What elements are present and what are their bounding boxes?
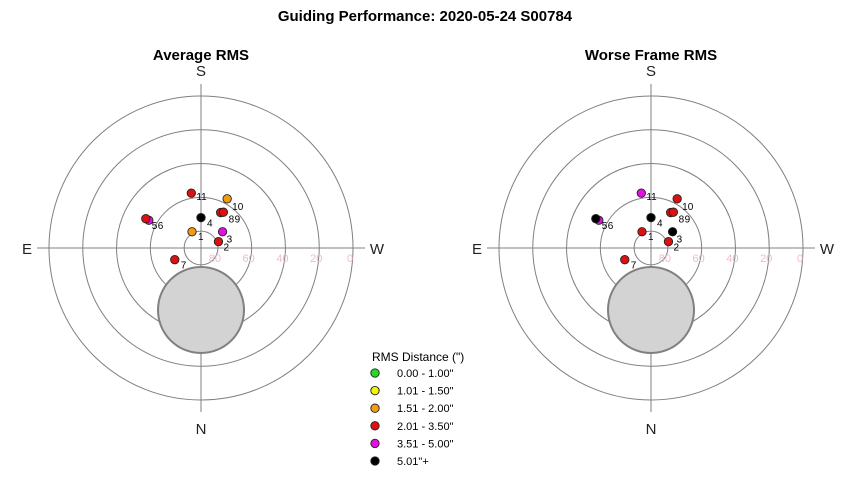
cardinal-label-left: E (472, 241, 482, 258)
point-label-9: 9 (235, 215, 241, 226)
point-label-7: 7 (181, 261, 187, 272)
data-point-4 (196, 212, 206, 223)
legend-swatch (370, 438, 380, 449)
point-label-4: 4 (207, 219, 213, 230)
legend-swatch (370, 403, 380, 413)
point-label-3: 3 (677, 235, 683, 246)
legend-swatch (370, 385, 380, 396)
point-label-1: 1 (198, 232, 204, 243)
radial-tick-label: 40 (276, 253, 288, 265)
point-label-11: 11 (646, 192, 657, 203)
legend-item-label: 0.00 - 1.00" (397, 368, 454, 380)
obstruction-disk (157, 266, 245, 354)
cardinal-label-top: S (646, 63, 656, 80)
point-label-8: 8 (229, 215, 235, 226)
data-point-4 (646, 212, 656, 223)
data-point-9 (218, 207, 229, 217)
radial-tick-label: 20 (760, 253, 772, 265)
point-label-3: 3 (227, 235, 233, 246)
point-label-5: 5 (152, 221, 158, 232)
point-label-2: 2 (673, 243, 679, 254)
legend-item-label: 5.01"+ (397, 456, 429, 468)
panel-title: Average RMS (153, 47, 249, 64)
cardinal-label-top: S (196, 63, 206, 80)
data-point-3 (667, 227, 678, 237)
radial-tick-label: 0 (347, 253, 353, 265)
radial-tick-label: 20 (310, 253, 322, 265)
data-point-2 (663, 236, 674, 247)
cardinal-label-bottom: N (646, 421, 657, 438)
point-label-4: 4 (657, 219, 663, 230)
data-point-3 (217, 227, 228, 237)
radial-tick-label: 0 (797, 253, 803, 265)
legend-item-label: 3.51 - 5.00" (397, 438, 454, 450)
point-label-8: 8 (679, 215, 685, 226)
data-point-9 (668, 207, 679, 217)
radial-tick-label: 80 (209, 253, 221, 265)
data-point-1 (637, 227, 647, 237)
point-label-1: 1 (648, 232, 654, 243)
data-point-10 (672, 194, 682, 204)
data-point-6 (591, 214, 601, 224)
point-label-2: 2 (223, 243, 229, 254)
radial-tick-label: 60 (693, 253, 705, 265)
legend-item-label: 2.01 - 3.50" (397, 421, 454, 433)
data-point-7 (170, 255, 180, 265)
point-label-10: 10 (232, 202, 244, 213)
data-point-7 (620, 255, 630, 265)
legend-swatch (370, 368, 380, 378)
data-point-2 (213, 236, 224, 247)
point-label-5: 5 (602, 221, 608, 232)
obstruction-disk (607, 266, 695, 354)
cardinal-label-bottom: N (196, 421, 207, 438)
legend-item-label: 1.01 - 1.50" (397, 386, 454, 398)
radial-tick-label: 40 (726, 253, 738, 265)
cardinal-label-right: W (370, 241, 385, 258)
legend-swatch (370, 456, 380, 466)
data-point-10 (222, 194, 232, 204)
data-point-11 (636, 188, 646, 198)
point-label-11: 11 (196, 192, 207, 203)
page-title: Guiding Performance: 2020-05-24 S00784 (277, 8, 573, 25)
legend-swatch (370, 421, 380, 431)
point-label-7: 7 (631, 261, 637, 272)
point-label-6: 6 (158, 221, 164, 232)
data-point-6 (141, 214, 151, 224)
legend-item-label: 1.51 - 2.00" (397, 403, 454, 415)
data-point-1 (187, 227, 197, 237)
radial-tick-label: 80 (659, 253, 671, 265)
point-label-10: 10 (682, 202, 694, 213)
panel-title: Worse Frame RMS (585, 47, 717, 64)
cardinal-label-left: E (22, 241, 32, 258)
legend: RMS Distance (") 0.00 - 1.00" 1.01 - 1.50"… (370, 350, 464, 468)
radial-tick-label: 60 (243, 253, 255, 265)
data-point-11 (186, 188, 196, 198)
point-label-9: 9 (685, 215, 691, 226)
point-label-6: 6 (608, 221, 614, 232)
legend-title: RMS Distance (") (372, 350, 464, 364)
cardinal-label-right: W (820, 241, 835, 258)
